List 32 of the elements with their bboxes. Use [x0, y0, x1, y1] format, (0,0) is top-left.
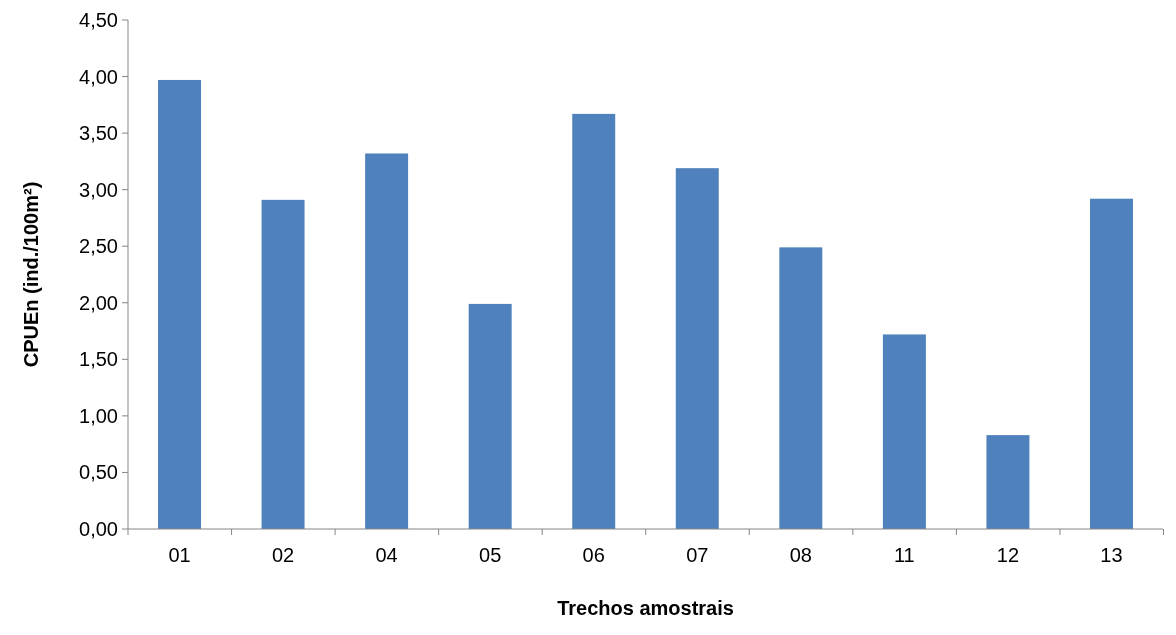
bar: [675, 168, 719, 529]
y-tick-label: 1,50: [79, 348, 118, 371]
x-tick-label: 11: [894, 544, 915, 566]
bar: [572, 113, 616, 529]
x-tick-label: 05: [479, 544, 502, 566]
y-tick-label: 3,50: [79, 122, 118, 145]
x-tick-label: 01: [168, 544, 191, 566]
bar: [365, 153, 409, 529]
x-tick-label: 08: [789, 544, 812, 566]
x-tick-label: 12: [996, 544, 1020, 566]
x-axis-title: Trechos amostrais: [557, 597, 734, 619]
bar: [468, 303, 512, 529]
bar: [261, 199, 305, 529]
y-tick-label: 1,00: [79, 404, 118, 427]
x-tick-label: 07: [686, 544, 709, 566]
y-tick-label: 0,50: [79, 461, 118, 484]
bar: [779, 247, 823, 529]
y-tick-label: 2,50: [79, 235, 118, 258]
x-tick-label: 13: [1100, 544, 1123, 566]
x-tick-label: 04: [375, 544, 398, 566]
y-tick-label: 4,50: [79, 9, 118, 31]
y-tick-label: 3,00: [79, 178, 118, 201]
x-tick-label: 06: [582, 544, 605, 566]
y-tick-label: 4,00: [79, 65, 118, 88]
bar: [158, 79, 201, 529]
bar: [882, 334, 926, 529]
x-tick-label: 02: [271, 544, 295, 566]
y-tick-label: 0,00: [79, 518, 118, 540]
bar: [986, 435, 1030, 529]
y-tick-label: 2,00: [79, 291, 118, 314]
bar: [1090, 198, 1133, 529]
y-axis-title: CPUEn (ind./100m²): [20, 181, 42, 368]
